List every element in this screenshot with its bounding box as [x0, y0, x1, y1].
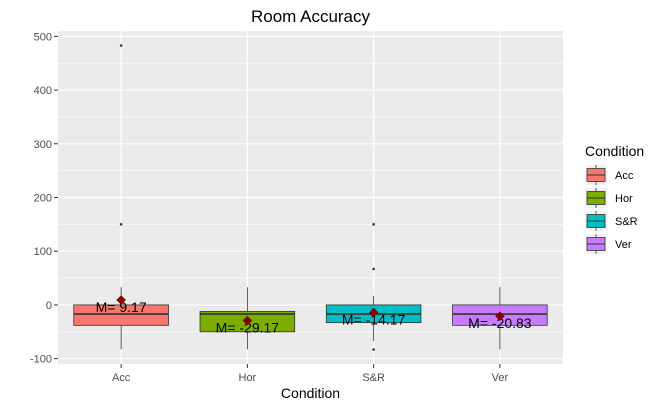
x-axis: Acc Hor S&R Ver: [112, 364, 509, 384]
legend: Condition Acc Hor S&R Ver: [585, 143, 644, 254]
mean-label: M= -29.17: [216, 320, 280, 336]
legend-label: Acc: [615, 170, 634, 182]
outlier-point: [119, 223, 123, 226]
box-acc: M= 9.17: [73, 44, 169, 350]
grid-minor: [58, 62, 563, 333]
y-tick-label: 100: [34, 246, 52, 258]
x-tick-label: S&R: [362, 372, 385, 384]
outlier-point: [372, 267, 375, 271]
legend-item: Acc: [585, 165, 634, 185]
legend-title: Condition: [585, 143, 644, 159]
mean-marker: [242, 315, 253, 326]
outlier-point: [119, 44, 123, 47]
boxes-layer: M= 9.17 M= -29.17 M= -14.17 M= -20.83: [73, 44, 548, 351]
chart-title: Room Accuracy: [251, 7, 371, 26]
x-tick-label: Hor: [239, 372, 257, 384]
y-tick-label: 200: [34, 193, 52, 205]
legend-item: Ver: [585, 234, 632, 254]
legend-item: Hor: [585, 188, 633, 208]
legend-label: S&R: [615, 216, 638, 228]
outlier-point: [372, 348, 375, 351]
mean-marker: [368, 307, 379, 318]
box-hor: M= -29.17: [199, 287, 296, 350]
legend-label: Hor: [615, 193, 633, 205]
x-tick-label: Acc: [112, 372, 131, 384]
x-tick-label: Ver: [492, 372, 509, 384]
outlier-point: [372, 223, 375, 226]
y-tick-label: 500: [34, 31, 52, 43]
y-tick-label: -100: [30, 354, 52, 366]
y-tick-label: 0: [46, 300, 52, 312]
legend-label: Ver: [615, 239, 632, 251]
legend-item: S&R: [585, 211, 638, 231]
y-tick-label: 300: [34, 139, 52, 151]
box-sr: M= -14.17: [325, 223, 422, 351]
mean-label: M= -14.17: [342, 312, 406, 328]
mean-label: M= -20.83: [468, 315, 532, 331]
mean-marker: [495, 311, 505, 321]
mean-label: M= 9.17: [96, 299, 147, 315]
y-tick-label: 400: [34, 85, 52, 97]
box-body: [73, 304, 169, 326]
y-axis: -100 0 100 200 300 400 500: [30, 31, 58, 366]
box-ver: M= -20.83: [452, 287, 548, 350]
mean-marker: [116, 295, 126, 305]
x-axis-title: Condition: [281, 385, 340, 401]
